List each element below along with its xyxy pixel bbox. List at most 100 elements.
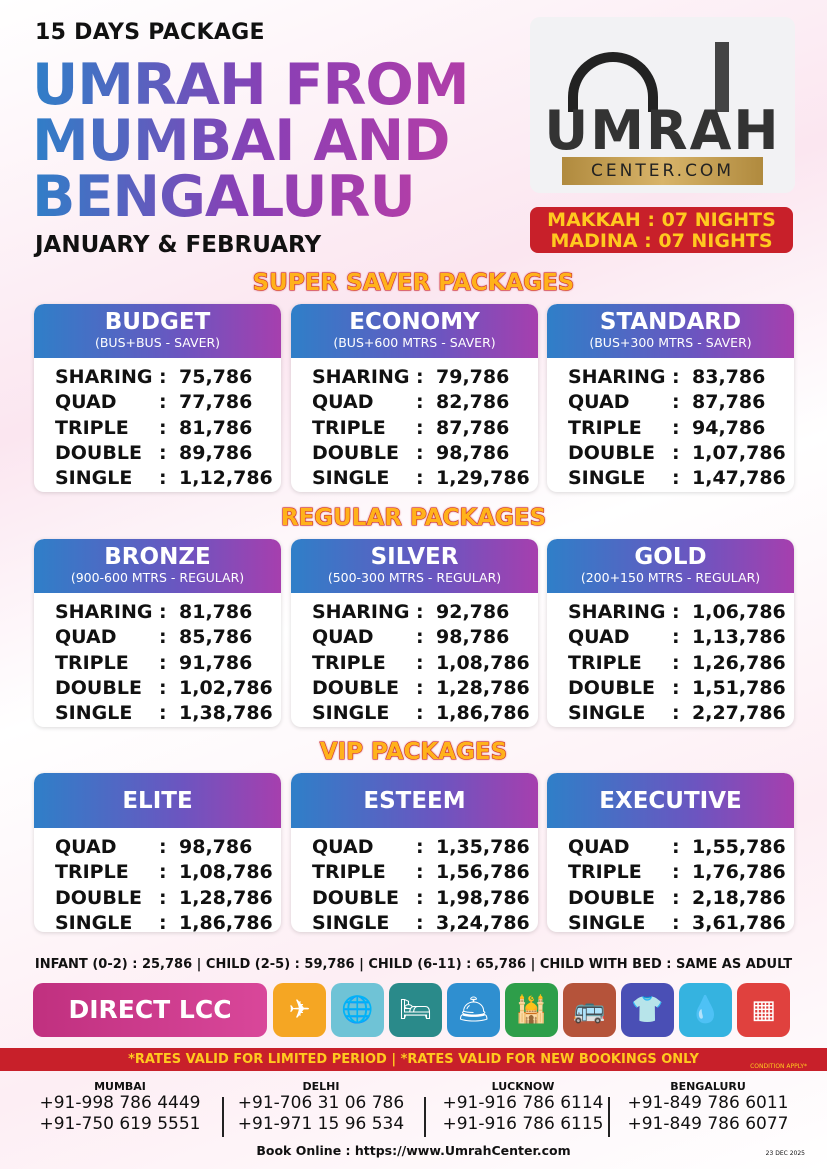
room-type: SINGLE bbox=[568, 911, 646, 932]
mosque-dome-icon bbox=[568, 52, 658, 112]
phone-number[interactable]: +91-971 15 96 534 bbox=[237, 1114, 405, 1134]
room-type: QUAD bbox=[312, 626, 374, 649]
title-line-2: MUMBAI AND bbox=[32, 108, 450, 174]
colon: : bbox=[159, 836, 167, 858]
price: 1,28,786 bbox=[436, 676, 530, 699]
price-row: QUAD:85,786 bbox=[55, 625, 281, 650]
room-type: QUAD bbox=[55, 626, 117, 649]
price-row: QUAD:1,55,786 bbox=[568, 835, 794, 860]
price-row: TRIPLE:91,786 bbox=[55, 651, 281, 676]
package-name: GOLD bbox=[634, 544, 707, 570]
zamzam-water-icon: 💧 bbox=[679, 983, 732, 1037]
package-name: EXECUTIVE bbox=[599, 788, 742, 814]
price-row: DOUBLE:89,786 bbox=[55, 441, 281, 466]
room-type: QUAD bbox=[312, 391, 374, 414]
umrah-center-logo: UMRAH CENTER.COM bbox=[530, 17, 795, 193]
package-subtitle: (BUS+300 MTRS - SAVER) bbox=[589, 335, 752, 350]
price: 87,786 bbox=[436, 416, 510, 439]
room-type: SINGLE bbox=[568, 702, 646, 725]
room-type: SINGLE bbox=[55, 467, 133, 490]
phone-number[interactable]: +91-998 786 4449 bbox=[39, 1093, 201, 1113]
price-row: SHARING:1,06,786 bbox=[568, 600, 794, 625]
price-row: TRIPLE:1,08,786 bbox=[312, 651, 538, 676]
price-row: DOUBLE:1,02,786 bbox=[55, 676, 281, 701]
room-type: QUAD bbox=[568, 391, 630, 414]
madina-nights: MADINA : 07 NIGHTS bbox=[550, 230, 773, 252]
phone-number[interactable]: +91-849 786 6011 bbox=[627, 1093, 789, 1113]
colon: : bbox=[416, 651, 424, 674]
price-row: SHARING:75,786 bbox=[55, 365, 281, 390]
city-name: MUMBAI bbox=[94, 1080, 146, 1093]
colon: : bbox=[672, 861, 680, 884]
room-type: SINGLE bbox=[312, 911, 390, 932]
price: 2,27,786 bbox=[692, 702, 786, 725]
price: 75,786 bbox=[179, 366, 253, 388]
room-type: TRIPLE bbox=[55, 416, 129, 439]
package-name: ESTEEM bbox=[363, 788, 466, 814]
price: 1,38,786 bbox=[179, 702, 273, 725]
price: 98,786 bbox=[436, 441, 510, 464]
price: 1,76,786 bbox=[692, 861, 786, 884]
phone-number[interactable]: +91-849 786 6077 bbox=[627, 1114, 789, 1134]
room-type: DOUBLE bbox=[312, 886, 399, 909]
makkah-nights: MAKKAH : 07 NIGHTS bbox=[547, 209, 776, 231]
package-header: EXECUTIVE bbox=[547, 773, 794, 828]
room-type: TRIPLE bbox=[568, 861, 642, 884]
book-online-link[interactable]: Book Online : https://www.UmrahCenter.co… bbox=[256, 1143, 571, 1158]
price: 3,24,786 bbox=[436, 911, 530, 932]
price: 2,18,786 bbox=[692, 886, 786, 909]
logo-domain: CENTER.COM bbox=[562, 157, 763, 185]
package-header: ECONOMY (BUS+600 MTRS - SAVER) bbox=[291, 304, 538, 358]
hotel-bed-icon: 🛏 bbox=[389, 983, 442, 1037]
phone-number[interactable]: +91-750 619 5551 bbox=[39, 1114, 201, 1134]
colon: : bbox=[416, 886, 424, 909]
phone-number[interactable]: +91-916 786 6115 bbox=[442, 1114, 604, 1134]
price-row: TRIPLE:1,08,786 bbox=[55, 860, 281, 885]
price-row: SINGLE:3,61,786 bbox=[568, 911, 794, 932]
room-type: TRIPLE bbox=[568, 416, 642, 439]
phone-number[interactable]: +91-706 31 06 786 bbox=[237, 1093, 405, 1113]
room-type: SINGLE bbox=[55, 702, 133, 725]
room-type: SINGLE bbox=[55, 911, 133, 932]
phone-number[interactable]: +91-916 786 6114 bbox=[442, 1093, 604, 1113]
room-type: QUAD bbox=[55, 391, 117, 414]
price: 85,786 bbox=[179, 626, 253, 649]
price: 1,47,786 bbox=[692, 467, 786, 490]
minaret-icon bbox=[715, 42, 729, 112]
contact-mumbai: MUMBAI +91-998 786 4449 +91-750 619 5551 bbox=[20, 1080, 220, 1135]
room-type: TRIPLE bbox=[312, 861, 386, 884]
package-subtitle: (500-300 MTRS - REGULAR) bbox=[327, 570, 502, 585]
package-subtitle: (BUS+600 MTRS - SAVER) bbox=[333, 335, 496, 350]
package-card-gold: GOLD (200+150 MTRS - REGULAR) SHARING:1,… bbox=[547, 539, 794, 727]
colon: : bbox=[672, 676, 680, 699]
price-row: TRIPLE:81,786 bbox=[55, 416, 281, 441]
room-type: TRIPLE bbox=[312, 651, 386, 674]
price-row: SINGLE:1,86,786 bbox=[55, 911, 281, 932]
colon: : bbox=[159, 626, 167, 649]
price: 89,786 bbox=[179, 441, 253, 464]
child-infant-rates: INFANT (0-2) : 25,786 | CHILD (2-5) : 59… bbox=[34, 957, 793, 972]
price-row: TRIPLE:87,786 bbox=[312, 416, 538, 441]
package-subtitle: (BUS+BUS - SAVER) bbox=[94, 335, 221, 350]
price-row: SINGLE:1,29,786 bbox=[312, 466, 538, 491]
price-row: TRIPLE:94,786 bbox=[568, 416, 794, 441]
title-line-1: UMRAH FROM bbox=[32, 52, 470, 118]
colon: : bbox=[672, 366, 680, 388]
price: 1,86,786 bbox=[179, 911, 273, 932]
colon: : bbox=[159, 601, 167, 623]
price: 92,786 bbox=[436, 601, 510, 623]
bus-icon: 🚌 bbox=[563, 983, 616, 1037]
price-row: QUAD:77,786 bbox=[55, 390, 281, 415]
colon: : bbox=[416, 861, 424, 884]
price: 1,12,786 bbox=[179, 467, 273, 490]
price: 1,06,786 bbox=[692, 601, 786, 623]
price-row: DOUBLE:1,28,786 bbox=[55, 886, 281, 911]
room-type: TRIPLE bbox=[568, 651, 642, 674]
package-card-silver: SILVER (500-300 MTRS - REGULAR) SHARING:… bbox=[291, 539, 538, 727]
price-row: TRIPLE:1,26,786 bbox=[568, 651, 794, 676]
colon: : bbox=[159, 861, 167, 884]
price-row: SINGLE:1,12,786 bbox=[55, 466, 281, 491]
package-card-standard: STANDARD (BUS+300 MTRS - SAVER) SHARING:… bbox=[547, 304, 794, 492]
colon: : bbox=[416, 391, 424, 414]
colon: : bbox=[416, 702, 424, 725]
